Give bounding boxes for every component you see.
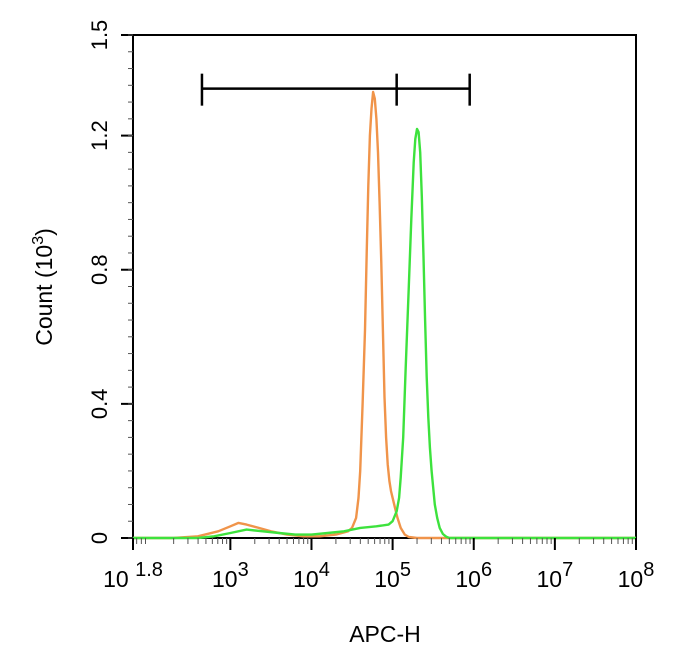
y-tick-label-1: 0.4 bbox=[87, 389, 112, 420]
series-line-1 bbox=[133, 90, 636, 540]
x-tick-base: 10 bbox=[374, 566, 400, 592]
x-tick-base: 10 bbox=[212, 566, 238, 592]
y-axis-label: Count (103) bbox=[30, 228, 57, 346]
y-axis-label-text: Count bbox=[31, 284, 57, 346]
x-tick-base: 10 bbox=[293, 566, 319, 592]
x-tick-exponent: 6 bbox=[481, 559, 492, 581]
gate-marker bbox=[200, 73, 471, 106]
y-tick-label-4: 1.5 bbox=[87, 20, 112, 51]
plot-frame bbox=[132, 34, 637, 539]
y-axis-unit-base: 10 bbox=[31, 245, 57, 271]
x-tick-exponent: 8 bbox=[643, 559, 654, 581]
plot-area bbox=[132, 34, 637, 539]
x-tick-exponent: 3 bbox=[238, 559, 249, 581]
series-layer bbox=[133, 90, 636, 540]
x-tick-label-4: 106 bbox=[455, 559, 492, 592]
y-axis-unit-close: ) bbox=[31, 228, 57, 236]
x-tick-base: 10 bbox=[618, 566, 644, 592]
y-axis-unit-exp: 3 bbox=[30, 236, 47, 245]
x-tick-base: 10 bbox=[455, 566, 481, 592]
y-axis-label-group: Count (103) bbox=[30, 228, 57, 346]
x-tick-label-0: 10 1.8 bbox=[103, 559, 163, 592]
x-tick-exponent: 1.8 bbox=[135, 559, 163, 581]
x-tick-base: 10 bbox=[103, 566, 135, 592]
x-tick-label-2: 104 bbox=[293, 559, 330, 592]
x-tick-base: 10 bbox=[537, 566, 563, 592]
x-tick-label-6: 108 bbox=[618, 559, 655, 592]
x-tick-label-3: 105 bbox=[374, 559, 411, 592]
x-tick-exponent: 7 bbox=[562, 559, 573, 581]
x-tick-exponent: 4 bbox=[319, 559, 330, 581]
y-tick-label-0: 0 bbox=[87, 532, 112, 544]
axes: 00.40.81.21.510 1.8 103 104 105 106 107 108 bbox=[87, 20, 654, 592]
y-axis-unit-open: ( bbox=[31, 270, 57, 278]
x-tick-label-1: 103 bbox=[212, 559, 249, 592]
x-axis-label: APC-H bbox=[349, 621, 421, 647]
y-tick-label-2: 0.8 bbox=[87, 254, 112, 285]
x-tick-exponent: 5 bbox=[400, 559, 411, 581]
series-line-2 bbox=[133, 127, 636, 540]
x-tick-label-5: 107 bbox=[537, 559, 574, 592]
y-tick-label-3: 1.2 bbox=[87, 120, 112, 151]
